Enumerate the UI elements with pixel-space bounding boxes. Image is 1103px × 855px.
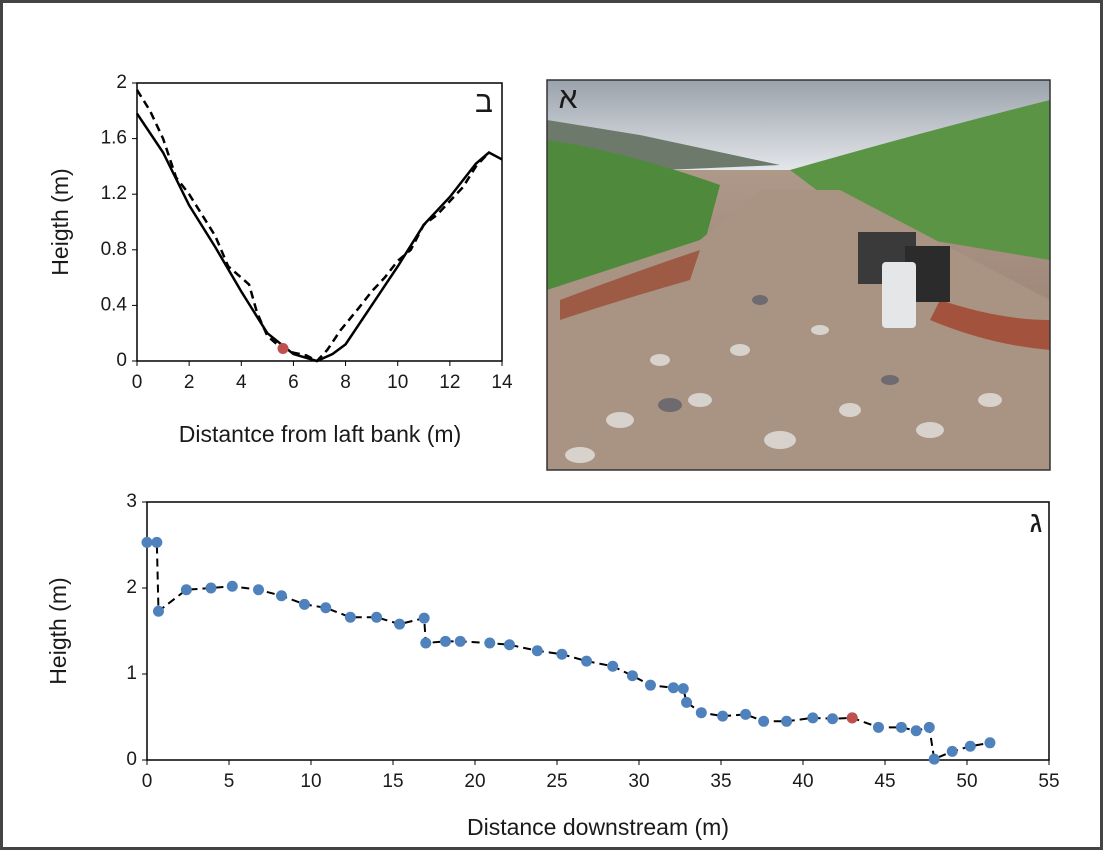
point bbox=[418, 612, 430, 624]
x-axis-label: Distance downstream (m) bbox=[467, 814, 729, 840]
point bbox=[923, 721, 935, 733]
point bbox=[895, 721, 907, 733]
x-tick-label: 4 bbox=[236, 372, 247, 393]
point bbox=[152, 605, 164, 617]
point bbox=[151, 536, 163, 548]
x-tick-label: 35 bbox=[710, 771, 731, 792]
point bbox=[371, 611, 383, 623]
point bbox=[964, 740, 976, 752]
x-tick-label: 8 bbox=[340, 372, 351, 393]
point bbox=[807, 712, 819, 724]
y-tick-label: 1 bbox=[126, 663, 137, 684]
x-tick-label: 10 bbox=[387, 372, 408, 393]
point bbox=[581, 655, 593, 667]
y-tick-label: 2 bbox=[116, 72, 127, 93]
point bbox=[846, 712, 858, 724]
x-tick-label: 55 bbox=[1038, 771, 1059, 792]
point bbox=[910, 725, 922, 737]
y-axis-label: Heigth (m) bbox=[45, 577, 71, 684]
y-axis-label: Heigth (m) bbox=[47, 168, 73, 275]
x-axis-label: Distantce from laft bank (m) bbox=[179, 421, 461, 447]
point bbox=[275, 590, 287, 602]
x-tick-label: 6 bbox=[288, 372, 299, 393]
annotation: ב bbox=[475, 86, 493, 119]
x-tick-label: 5 bbox=[224, 771, 235, 792]
point bbox=[253, 584, 265, 596]
x-tick-label: 2 bbox=[184, 372, 195, 393]
point bbox=[141, 536, 153, 548]
point bbox=[740, 708, 752, 720]
point bbox=[454, 635, 466, 647]
point bbox=[180, 584, 192, 596]
point bbox=[226, 580, 238, 592]
point bbox=[344, 611, 356, 623]
point bbox=[531, 645, 543, 657]
point bbox=[205, 582, 217, 594]
point bbox=[484, 637, 496, 649]
plot-frame bbox=[136, 82, 503, 362]
y-tick-label: 2 bbox=[126, 577, 137, 598]
annotation: ג bbox=[1030, 506, 1043, 539]
x-tick-label: 50 bbox=[956, 771, 977, 792]
point bbox=[394, 618, 406, 630]
point bbox=[644, 679, 656, 691]
y-tick-label: 0.8 bbox=[101, 239, 127, 260]
x-tick-label: 15 bbox=[382, 771, 403, 792]
point bbox=[677, 683, 689, 695]
point bbox=[320, 602, 332, 614]
point bbox=[420, 637, 432, 649]
x-tick-label: 0 bbox=[132, 372, 143, 393]
y-tick-label: 1.6 bbox=[101, 128, 127, 149]
y-tick-label: 0 bbox=[116, 350, 127, 371]
point bbox=[626, 670, 638, 682]
photo: א bbox=[546, 79, 1051, 471]
x-tick-label: 30 bbox=[628, 771, 649, 792]
point bbox=[717, 710, 729, 722]
x-tick-label: 0 bbox=[142, 771, 153, 792]
x-tick-label: 20 bbox=[464, 771, 485, 792]
y-tick-label: 1.2 bbox=[101, 183, 127, 204]
point bbox=[298, 598, 310, 610]
x-tick-label: 14 bbox=[491, 372, 513, 393]
point bbox=[695, 707, 707, 719]
point bbox=[984, 737, 996, 749]
point bbox=[827, 713, 839, 725]
point bbox=[439, 635, 451, 647]
point bbox=[946, 745, 958, 757]
point bbox=[277, 342, 289, 354]
point bbox=[872, 721, 884, 733]
y-tick-label: 0 bbox=[126, 749, 137, 770]
plot-frame bbox=[146, 501, 1050, 761]
x-tick-label: 40 bbox=[792, 771, 813, 792]
y-tick-label: 0.4 bbox=[101, 294, 128, 315]
point bbox=[667, 682, 679, 694]
point bbox=[556, 648, 568, 660]
photo-label: א bbox=[559, 82, 578, 115]
point bbox=[681, 696, 693, 708]
point bbox=[928, 753, 940, 765]
y-tick-label: 3 bbox=[126, 491, 137, 512]
x-tick-label: 10 bbox=[300, 771, 321, 792]
line bbox=[135, 89, 490, 363]
point bbox=[781, 715, 793, 727]
x-tick-label: 45 bbox=[874, 771, 895, 792]
x-tick-label: 12 bbox=[439, 372, 460, 393]
line bbox=[135, 112, 503, 363]
point bbox=[607, 660, 619, 672]
point bbox=[758, 715, 770, 727]
line bbox=[147, 541, 991, 761]
point bbox=[503, 639, 515, 651]
x-tick-label: 25 bbox=[546, 771, 567, 792]
